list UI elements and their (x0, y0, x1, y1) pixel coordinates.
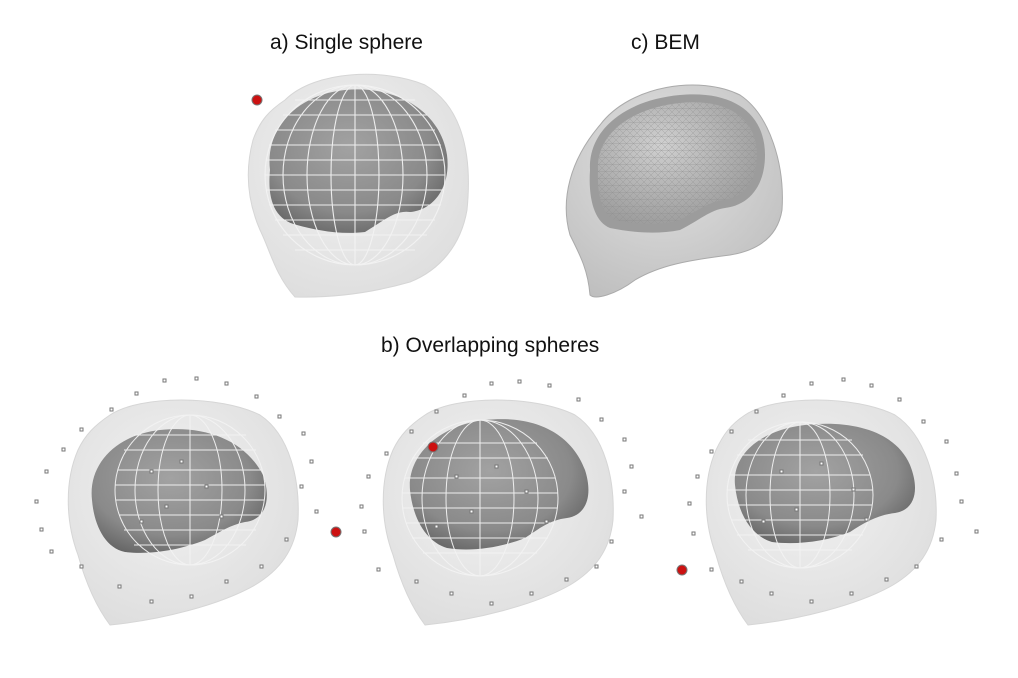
overlapping-spheres-model-3 (676, 377, 979, 626)
highlighted-sensor (251, 94, 263, 106)
caption-overlapping-spheres: b) Overlapping spheres (381, 334, 600, 357)
brain-surface (734, 423, 915, 544)
sphere-wireframe (726, 421, 874, 569)
sphere-wireframe (264, 84, 446, 266)
highlighted-sensor (330, 526, 342, 538)
sensor-array (34, 376, 319, 604)
highlighted-sensor (427, 441, 439, 453)
bem-head-model (565, 84, 783, 298)
sphere-wireframe (114, 414, 266, 566)
caption-bem: c) BEM (631, 31, 700, 54)
brain-surface (91, 429, 267, 553)
brain-surface (409, 419, 589, 550)
single-sphere-head-model (247, 73, 469, 298)
overlapping-spheres-model-1 (34, 376, 342, 626)
caption-single-sphere: a) Single sphere (270, 31, 423, 54)
sensor-array (687, 377, 979, 604)
brain-surface (269, 89, 448, 233)
overlapping-spheres-model-2 (359, 379, 644, 626)
sensor-array (359, 379, 644, 606)
highlighted-sensor (676, 564, 688, 576)
sphere-wireframe (401, 419, 559, 577)
